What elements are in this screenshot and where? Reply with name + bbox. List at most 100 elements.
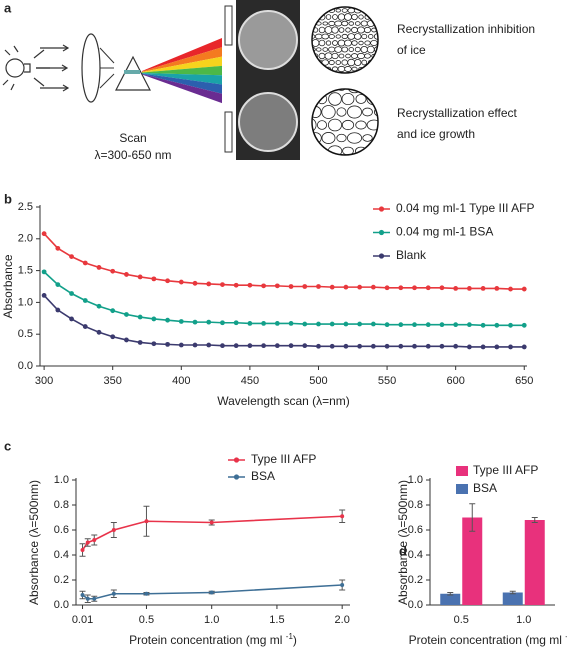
data-point	[274, 343, 280, 349]
data-point	[288, 343, 294, 349]
spectrum-band	[142, 73, 222, 94]
ice-cell	[377, 27, 378, 33]
ice-cell	[341, 46, 349, 53]
chart-panel: c 0.0 0.2 0.4 0.6 0.8 1.0 0.01 0.5 1.0 1.5 2.0 Prote…	[4, 438, 350, 647]
data-point	[508, 286, 513, 292]
ice-cell	[324, 7, 333, 8]
legend-label: BSA	[473, 481, 497, 495]
ice-cell	[363, 7, 372, 8]
y-tick-label: 0.8	[408, 499, 423, 511]
ice-cell	[312, 65, 320, 73]
data-point	[110, 268, 116, 274]
legend-label: BSA	[251, 469, 275, 483]
data-point	[425, 343, 431, 349]
ice-cell	[374, 89, 378, 92]
ice-cell	[347, 33, 356, 40]
bar	[462, 517, 483, 605]
y-tick-label: 1.0	[408, 474, 423, 486]
ice-cell	[335, 8, 341, 13]
ice-cell	[318, 66, 326, 72]
data-point	[508, 344, 513, 350]
ice-cell	[324, 52, 333, 60]
data-point	[370, 284, 376, 290]
ice-cell	[346, 105, 363, 119]
wavelength-range: λ=300-650 nm	[94, 148, 171, 162]
bar	[524, 520, 545, 605]
ice-cell	[325, 14, 332, 20]
ice-cell	[366, 145, 378, 155]
data-point	[494, 322, 500, 328]
data-point	[209, 590, 214, 595]
ice-cell	[357, 26, 365, 34]
data-point	[480, 286, 486, 291]
data-point	[137, 340, 143, 345]
y-axis-label: Absorbance	[1, 254, 15, 318]
ice-cell	[335, 34, 341, 39]
data-point	[233, 343, 239, 349]
ice-cell	[354, 58, 362, 67]
data-point	[92, 596, 97, 601]
ice-cell	[327, 118, 343, 132]
ice-cell	[328, 92, 342, 106]
series-line	[43, 271, 525, 327]
data-point	[124, 272, 129, 277]
ice-cell	[321, 105, 336, 119]
light-bulb	[2, 44, 70, 92]
ice-cell	[331, 26, 339, 34]
ice-cell	[316, 120, 328, 130]
spectrum-band	[142, 47, 222, 72]
ice-cell	[346, 2, 351, 7]
data-point	[85, 540, 90, 545]
x-tick-label: 0.01	[72, 614, 93, 626]
ice-cell	[377, 53, 378, 59]
ice-cell	[312, 13, 320, 21]
data-point	[151, 276, 157, 282]
x-axis-label-part: -1	[565, 632, 567, 641]
ice-cell	[351, 7, 358, 8]
x-axis-label-part: )	[293, 633, 297, 647]
data-point	[357, 343, 363, 349]
ice-cell	[336, 107, 347, 117]
ice-cell	[337, 39, 346, 47]
ice-cell	[324, 26, 333, 34]
ice-cell	[318, 7, 326, 8]
data-point	[80, 593, 85, 597]
data-point	[384, 285, 390, 291]
y-tick-label: 0.5	[18, 328, 33, 340]
ice-cell	[341, 59, 349, 66]
ice-cell	[312, 91, 317, 107]
data-point	[439, 322, 445, 328]
ice-cell	[312, 8, 316, 13]
data-point	[521, 344, 527, 350]
ice-cell	[370, 40, 378, 46]
y-tick-label: 2.0	[18, 233, 33, 245]
ice-circle	[311, 88, 379, 156]
data-point	[55, 307, 61, 313]
ice-cell	[312, 65, 313, 73]
data-point	[343, 343, 349, 349]
data-point	[178, 342, 184, 348]
ice-cell	[354, 46, 361, 53]
data-point	[412, 285, 417, 291]
ice-cell	[374, 72, 378, 73]
ice-cell	[373, 59, 378, 66]
data-point	[247, 282, 253, 288]
ice-cell	[364, 53, 371, 59]
data-point	[274, 283, 280, 289]
panel-label: d	[399, 543, 407, 558]
x-axis-label-part: Protein concentration (mg ml	[129, 633, 286, 647]
ice-cell	[318, 39, 326, 47]
data-point	[41, 293, 47, 298]
ice-circle	[311, 6, 379, 74]
x-tick-label: 600	[446, 375, 464, 387]
prism-band	[124, 70, 140, 74]
data-point	[370, 321, 376, 327]
ice-cell	[344, 13, 352, 21]
x-tick-label: 0.5	[139, 614, 154, 626]
data-point	[384, 343, 390, 349]
data-point	[398, 285, 404, 291]
data-point	[494, 344, 500, 350]
ice-cell	[328, 20, 336, 27]
data-point	[398, 322, 404, 328]
data-point	[384, 322, 390, 328]
